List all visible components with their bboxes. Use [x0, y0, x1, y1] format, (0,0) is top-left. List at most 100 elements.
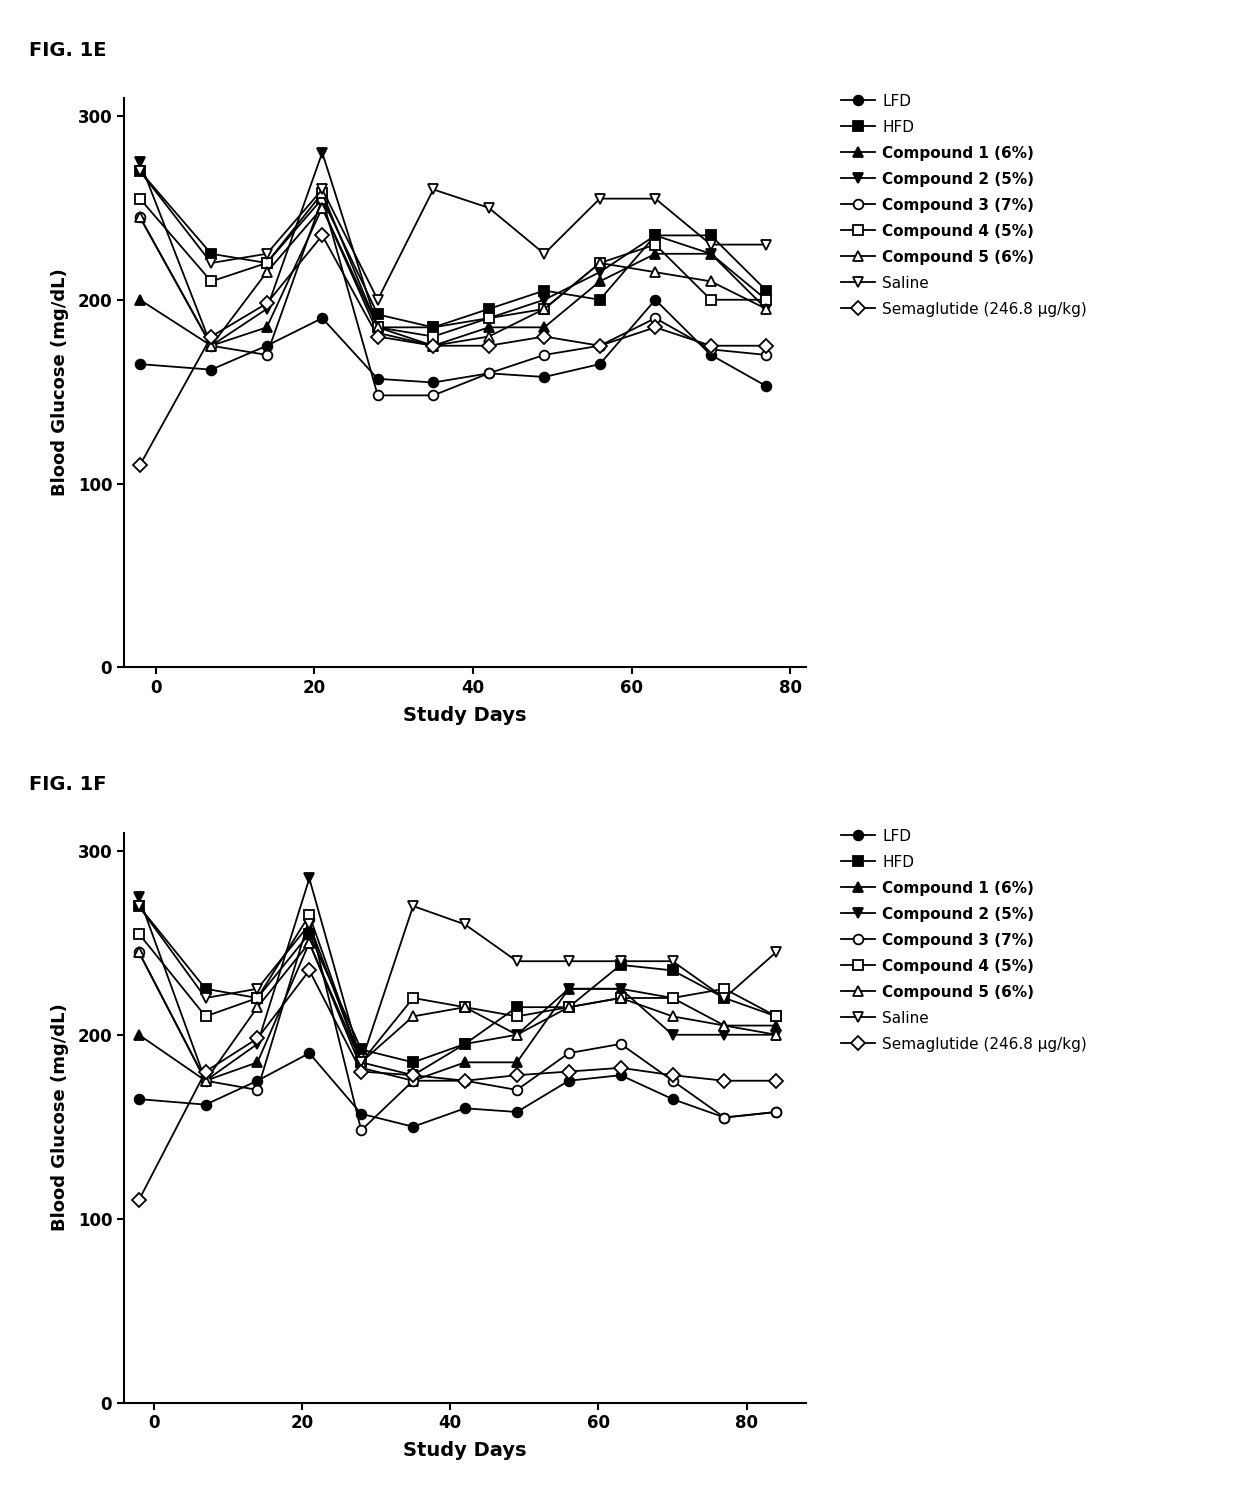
- Compound 5 (6%): [647, 262, 662, 280]
- Compound 3 (7%): [647, 309, 662, 327]
- Compound 2 (5%): [703, 244, 718, 262]
- Compound 5 (6%): [481, 327, 496, 345]
- HFD: [665, 962, 680, 980]
- Saline: [458, 915, 472, 933]
- LFD: [647, 291, 662, 309]
- Compound 5 (6%): [510, 1026, 525, 1044]
- Compound 1 (6%): [647, 244, 662, 262]
- Semaglutide (246.8 μg/kg): [259, 294, 274, 312]
- HFD: [458, 1035, 472, 1053]
- Y-axis label: Blood Glucose (mg/dL): Blood Glucose (mg/dL): [51, 1004, 69, 1232]
- Compound 3 (7%): [769, 1102, 784, 1120]
- Compound 5 (6%): [458, 998, 472, 1016]
- Compound 3 (7%): [203, 336, 218, 354]
- Semaglutide (246.8 μg/kg): [769, 1071, 784, 1089]
- HFD: [425, 318, 440, 336]
- Line: Compound 1 (6%): Compound 1 (6%): [135, 202, 771, 351]
- Compound 5 (6%): [562, 998, 577, 1016]
- Line: LFD: LFD: [134, 1048, 781, 1131]
- Compound 4 (5%): [614, 988, 629, 1006]
- Compound 1 (6%): [717, 1017, 732, 1035]
- Compound 1 (6%): [315, 200, 330, 217]
- Saline: [481, 200, 496, 217]
- Compound 1 (6%): [301, 934, 316, 952]
- Compound 2 (5%): [315, 144, 330, 162]
- Compound 4 (5%): [353, 1053, 368, 1071]
- Compound 4 (5%): [259, 254, 274, 272]
- Compound 2 (5%): [647, 226, 662, 244]
- LFD: [458, 1100, 472, 1118]
- LFD: [759, 376, 774, 394]
- Compound 1 (6%): [133, 291, 148, 309]
- LFD: [203, 360, 218, 378]
- Compound 2 (5%): [458, 1035, 472, 1053]
- Compound 5 (6%): [259, 262, 274, 280]
- Saline: [405, 897, 420, 915]
- Compound 1 (6%): [458, 1053, 472, 1071]
- LFD: [250, 1071, 265, 1089]
- LFD: [315, 309, 330, 327]
- HFD: [203, 244, 218, 262]
- Compound 5 (6%): [198, 1071, 213, 1089]
- Compound 5 (6%): [131, 944, 146, 962]
- Legend: LFD, HFD, Compound 1 (6%), Compound 2 (5%), Compound 3 (7%), Compound 4 (5%), Co: LFD, HFD, Compound 1 (6%), Compound 2 (5…: [841, 93, 1087, 316]
- Compound 4 (5%): [717, 980, 732, 998]
- Compound 3 (7%): [425, 387, 440, 405]
- LFD: [614, 1066, 629, 1084]
- LFD: [259, 336, 274, 354]
- LFD: [769, 1102, 784, 1120]
- Saline: [593, 189, 608, 207]
- Compound 1 (6%): [537, 318, 552, 336]
- Compound 4 (5%): [759, 291, 774, 309]
- Compound 2 (5%): [769, 1026, 784, 1044]
- Compound 2 (5%): [562, 980, 577, 998]
- LFD: [537, 368, 552, 386]
- Compound 3 (7%): [510, 1082, 525, 1100]
- Saline: [133, 162, 148, 180]
- HFD: [537, 282, 552, 300]
- Compound 1 (6%): [198, 1071, 213, 1089]
- Compound 4 (5%): [315, 184, 330, 202]
- Compound 4 (5%): [703, 291, 718, 309]
- Compound 5 (6%): [769, 1026, 784, 1044]
- HFD: [562, 998, 577, 1016]
- Compound 2 (5%): [133, 153, 148, 171]
- Compound 3 (7%): [315, 189, 330, 207]
- Compound 5 (6%): [405, 1008, 420, 1026]
- Line: Compound 5 (6%): Compound 5 (6%): [134, 938, 781, 1086]
- Compound 4 (5%): [562, 998, 577, 1016]
- Compound 3 (7%): [353, 1122, 368, 1140]
- Saline: [510, 952, 525, 970]
- Compound 2 (5%): [665, 1026, 680, 1044]
- LFD: [703, 346, 718, 364]
- Compound 5 (6%): [301, 934, 316, 952]
- Compound 1 (6%): [703, 244, 718, 262]
- Compound 1 (6%): [353, 1059, 368, 1077]
- Compound 5 (6%): [425, 336, 440, 354]
- Compound 3 (7%): [301, 910, 316, 928]
- Compound 4 (5%): [301, 906, 316, 924]
- Compound 4 (5%): [481, 309, 496, 327]
- Semaglutide (246.8 μg/kg): [131, 1191, 146, 1209]
- Semaglutide (246.8 μg/kg): [703, 336, 718, 354]
- Saline: [371, 291, 386, 309]
- Saline: [353, 1053, 368, 1071]
- Compound 5 (6%): [717, 1017, 732, 1035]
- LFD: [131, 1090, 146, 1108]
- Compound 3 (7%): [614, 1035, 629, 1053]
- Compound 5 (6%): [537, 300, 552, 318]
- X-axis label: Study Days: Study Days: [403, 1440, 527, 1460]
- Semaglutide (246.8 μg/kg): [593, 336, 608, 354]
- LFD: [133, 356, 148, 374]
- Line: Compound 5 (6%): Compound 5 (6%): [135, 202, 771, 351]
- Compound 5 (6%): [315, 200, 330, 217]
- Compound 1 (6%): [259, 318, 274, 336]
- Line: Saline: Saline: [134, 902, 781, 1066]
- Line: Compound 2 (5%): Compound 2 (5%): [135, 148, 771, 351]
- Compound 4 (5%): [769, 1008, 784, 1026]
- Line: HFD: HFD: [135, 166, 771, 332]
- Compound 2 (5%): [425, 318, 440, 336]
- Compound 5 (6%): [759, 300, 774, 318]
- LFD: [665, 1090, 680, 1108]
- Semaglutide (246.8 μg/kg): [133, 456, 148, 474]
